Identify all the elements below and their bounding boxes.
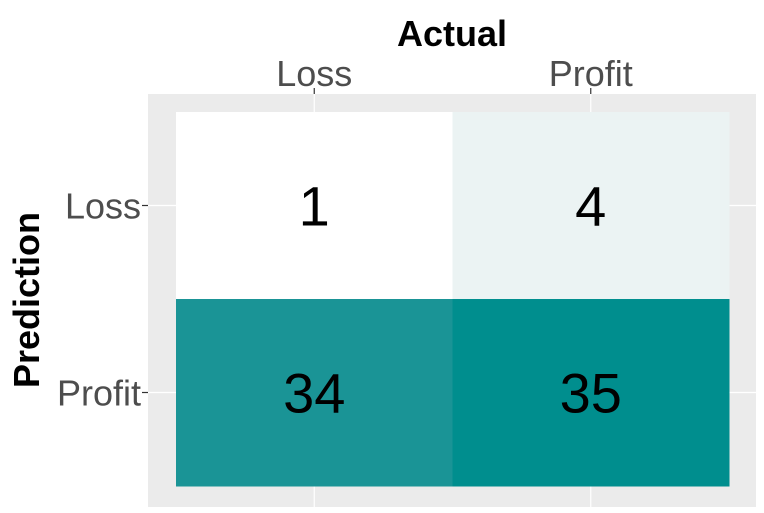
heatmap-cell	[176, 112, 453, 300]
cell-value-labels: 1 4 34 35	[283, 175, 622, 425]
heatmap-cell	[452, 299, 730, 487]
cell-value-label: 34	[283, 362, 345, 425]
y-tick-label-profit: Profit	[57, 373, 141, 414]
y-axis-ticks: Loss Profit	[57, 186, 148, 414]
x-tick-label-loss: Loss	[276, 53, 352, 94]
heatmap-cell	[452, 112, 730, 300]
x-tick-label-profit: Profit	[549, 53, 633, 94]
x-axis-title: Actual	[397, 13, 507, 54]
cell-value-label: 4	[575, 175, 606, 238]
y-axis-title: Prediction	[6, 212, 47, 388]
cell-value-label: 35	[560, 362, 622, 425]
heatmap-cell	[176, 299, 453, 487]
heatmap-cells	[176, 112, 730, 487]
x-axis-ticks: Loss Profit	[276, 53, 633, 94]
y-tick-label-loss: Loss	[65, 186, 141, 227]
cell-value-label: 1	[299, 175, 330, 238]
